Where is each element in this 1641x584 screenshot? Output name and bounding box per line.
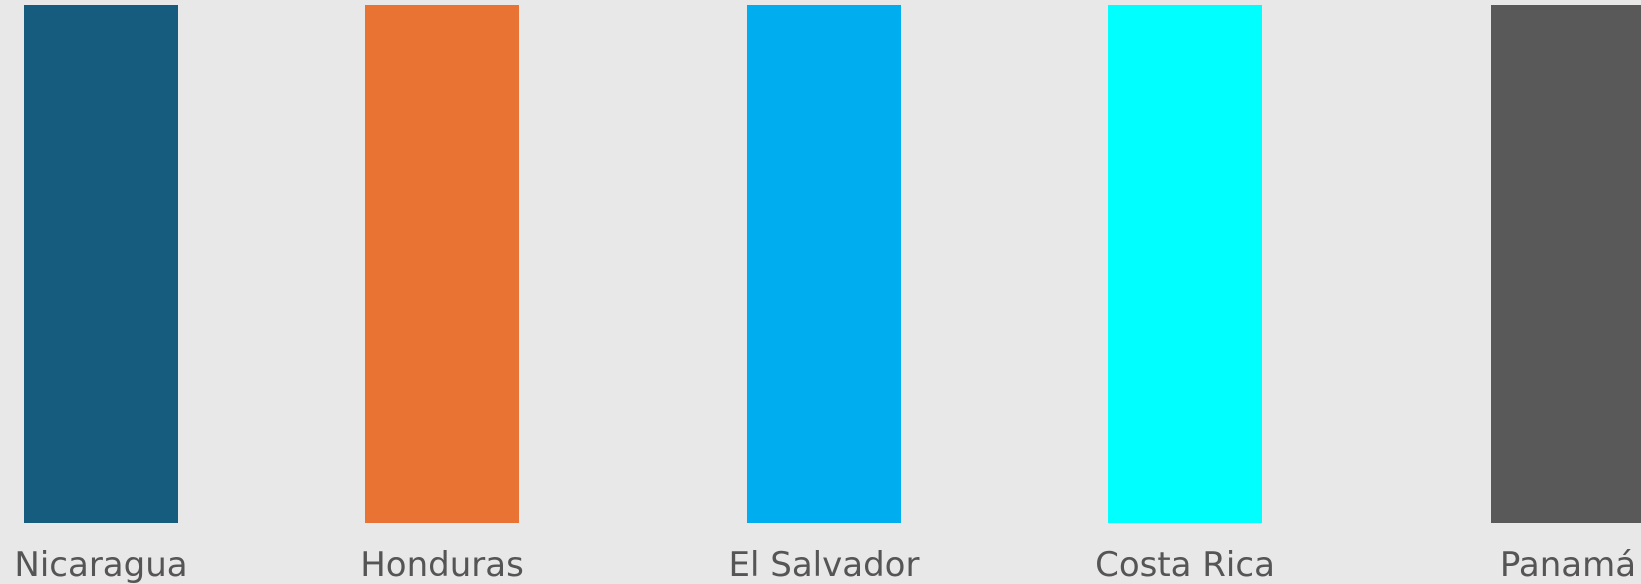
bar-panam- xyxy=(1491,5,1641,523)
category-labels-group: Nicaragua Honduras El Salvador Costa Rica Pa… xyxy=(14,545,1636,584)
category-label: Nicaragua xyxy=(14,545,187,584)
category-label: Costa Rica xyxy=(1095,545,1275,584)
category-label: El Salvador xyxy=(729,545,920,584)
bars-group xyxy=(24,5,1641,523)
bar-costa-rica xyxy=(1108,5,1262,523)
bar-honduras xyxy=(365,5,519,523)
category-label: Honduras xyxy=(360,545,524,584)
bar-el-salvador xyxy=(747,5,901,523)
category-label: Panamá xyxy=(1500,545,1636,584)
bar-nicaragua xyxy=(24,5,178,523)
